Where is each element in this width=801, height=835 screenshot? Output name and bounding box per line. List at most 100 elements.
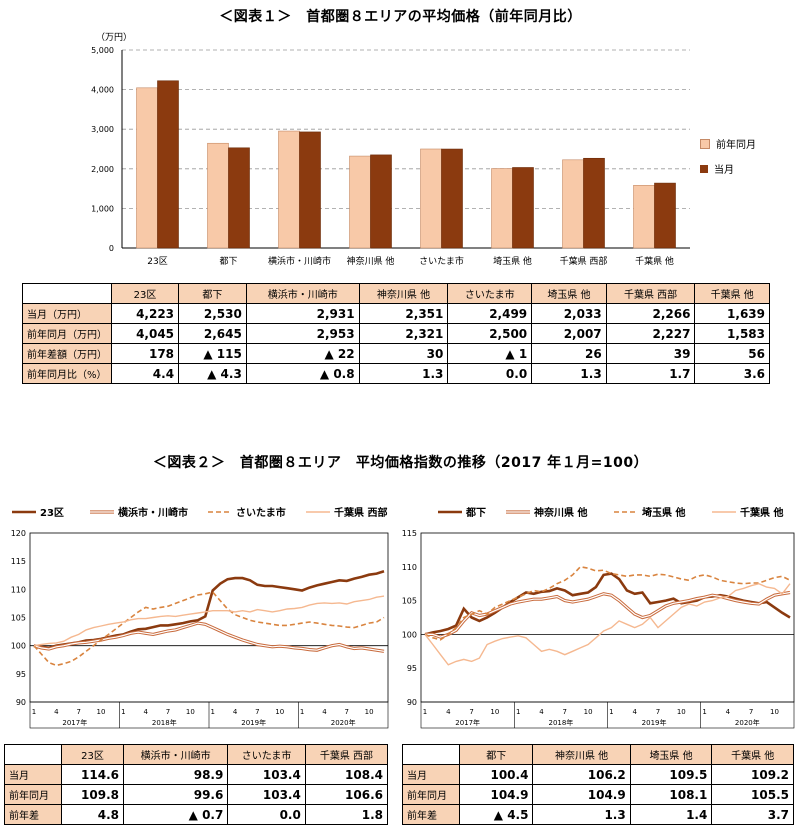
table-cell: 104.9 [532,784,631,805]
column-header: さいたま市 [227,744,306,765]
table-cell: 2,645 [178,323,247,344]
series-line [33,570,385,650]
column-header: 23区 [60,744,125,765]
row-label: 前年差 [402,804,460,825]
x-tick-label: 10 [186,708,195,716]
figure2-title: ＜図表２＞ 首都圏８エリア 平均価格指数の推移（2017 年１月=100） [152,455,649,471]
table-cell: 1.3 [531,363,607,384]
y-tick-label: 95 [407,664,417,673]
table-cell: 1.3 [358,363,449,384]
bar [512,167,534,249]
column-header: 千葉県 他 [711,744,794,765]
column-header: 神奈川県 他 [532,744,631,765]
y-tick-label: 5,000 [91,46,114,55]
table-row: 当月（万円） 4,223 2,530 2,931 2,351 2,499 2,033 2,26… [22,303,770,324]
table-cell: 4.4 [110,363,180,384]
x-tick-label: 4 [726,708,731,716]
table-row: 当月 114.6 98.9 103.4 108.4 [4,764,389,785]
table-cell: 0.0 [227,804,306,825]
table-row: 前年差 ▲ 4.5 1.3 1.4 3.7 [402,804,794,825]
table-header-row: 23区 横浜市・川崎市 さいたま市 千葉県 西部 [4,744,389,765]
table-header-row: 23区 都下 横浜市・川崎市 神奈川県 他 さいたま市 埼玉県 他 千葉県 西部… [22,283,770,304]
x-tick-label: 都下 [219,256,237,267]
legend-label: 都下 [465,506,486,519]
bar-chart: （万円） 0 1,000 2,000 3,000 4,000 5,000 23区 都下 横浜市・川… [91,32,690,267]
column-header: 都下 [178,283,247,304]
table-corner [402,744,460,765]
bar [370,154,392,249]
legend-label: 千葉県 西部 [334,506,387,519]
x-tick-label: 7 [255,708,259,716]
table-cell: 2,007 [531,323,607,344]
y-tick-label: 90 [407,698,417,707]
x-tick-label: 7 [749,708,753,716]
table-cell: 99.6 [123,784,229,805]
bar-legend: 前年同月 当月 [700,136,756,186]
x-tick-label: 1 [32,708,36,716]
x-tick-label: 1 [210,708,214,716]
table-cell: 4,045 [110,323,180,344]
bar [228,147,250,249]
table-cell: 2,266 [605,303,696,324]
legend-item-prev: 前年同月 [700,136,756,151]
bar [654,182,676,249]
x-tick-label: 10 [490,708,499,716]
table-cell: 98.9 [123,764,229,785]
x-tick-label: 10 [365,708,374,716]
figure1-table: 23区 都下 横浜市・川崎市 神奈川県 他 さいたま市 埼玉県 他 千葉県 西部… [22,283,770,384]
table-cell: 109.8 [60,784,125,805]
table-cell: 1,583 [694,323,770,344]
table-row: 前年同月 109.8 99.6 103.4 106.6 [4,784,389,805]
table-cell: 56 [694,343,770,364]
table-cell: 103.4 [227,784,306,805]
row-label: 前年同月比（%） [22,363,112,384]
y-tick-label: 2,000 [91,165,114,174]
table-row: 前年差額（万円） 178 ▲ 115 ▲ 22 30 ▲ 1 26 39 56 [22,343,770,364]
table-row: 前年同月 104.9 104.9 108.1 105.5 [402,784,794,805]
column-header: 横浜市・川崎市 [245,283,360,304]
y-tick-label: 105 [402,597,417,606]
y-tick-label: 100 [11,642,26,651]
legend-label: さいたま市 [236,506,286,519]
table-cell: 2,227 [605,323,696,344]
table-row: 当月 100.4 106.2 109.5 109.2 [402,764,794,785]
table-cell: ▲ 22 [245,343,360,364]
x-tick-label: 1 [121,708,125,716]
y-tick-label: 3,000 [91,125,114,134]
table-cell: ▲ 115 [178,343,247,364]
x-tick-label: 千葉県 西部 [560,255,608,267]
y-tick-label: 110 [402,563,417,572]
table-cell: 108.4 [304,764,389,785]
table-cell: 2,931 [245,303,360,324]
x-tick-label: 4 [446,708,451,716]
y-tick-label: 90 [16,698,26,707]
table-cell: 106.6 [304,784,389,805]
table-cell: 109.5 [629,764,713,785]
y-tick-label: 100 [402,630,417,639]
table-cell: 1.7 [605,363,696,384]
table-row: 前年差 4.8 ▲ 0.7 0.0 1.8 [4,804,389,825]
table-cell: 2,953 [245,323,360,344]
table-cell: 2,499 [447,303,533,324]
series-line [424,582,791,666]
row-label: 前年差額（万円） [22,343,112,364]
table-cell: 26 [531,343,607,364]
x-tick-label: 1 [609,708,613,716]
x-tick-label: 10 [97,708,106,716]
x-tick-label: 10 [677,708,686,716]
table-cell: 39 [605,343,696,364]
table-cell: 100.4 [458,764,534,785]
x-tick-label: 7 [469,708,473,716]
x-tick-label: 千葉県 他 [635,255,674,267]
year-label: 2017年 [455,718,480,727]
x-tick-label: 7 [166,708,170,716]
table-cell: 4,223 [110,303,180,324]
table-cell: 104.9 [458,784,534,805]
x-tick-label: 1 [300,708,304,716]
table-cell: 2,500 [447,323,533,344]
series-line-inner [33,622,385,652]
row-label: 前年同月 [402,784,460,805]
x-tick-label: 横浜市・川崎市 [268,255,331,267]
year-label: 2019年 [642,718,667,727]
column-header: 都下 [458,744,534,765]
